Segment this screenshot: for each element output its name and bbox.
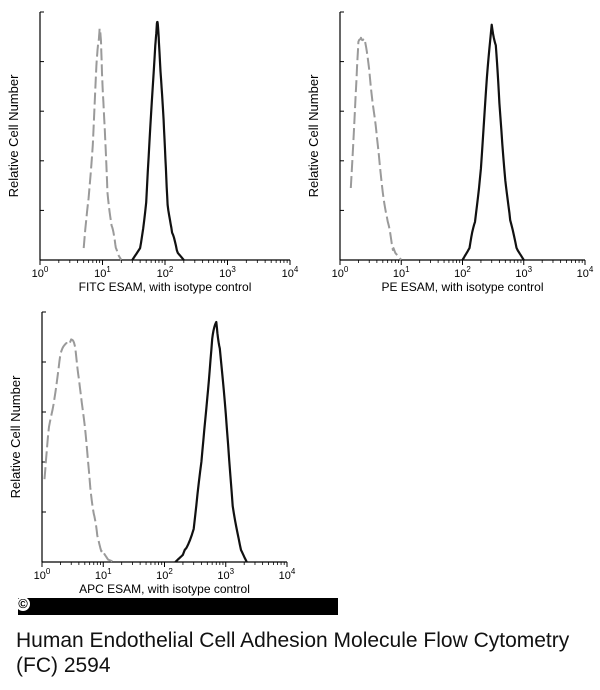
isotype-control-trace	[349, 36, 403, 261]
x-tick-label: 101	[393, 265, 410, 280]
x-tick-label: 102	[454, 265, 471, 280]
x-axis-label: FITC ESAM, with isotype control	[79, 280, 252, 294]
x-tick-label: 103	[515, 265, 532, 280]
x-tick-label: 104	[279, 567, 296, 582]
esam-antibody-trace	[131, 20, 185, 261]
esam-antibody-trace	[461, 23, 525, 261]
x-axis-label: APC ESAM, with isotype control	[79, 582, 250, 596]
x-tick-label: 102	[157, 265, 174, 280]
y-axis-label: Relative Cell Number	[306, 74, 321, 197]
copyright-icon: ©	[16, 597, 30, 611]
histogram-panel-3: 100 101 102 103 104 APC ESAM, with isotype co…	[8, 311, 296, 596]
flow-cytometry-figure: 100 101 102 103 104 FITC ESAM, with isotype c…	[6, 11, 594, 596]
histogram-panel-2: 100 101 102 103 104 PE ESAM, with isotype con…	[306, 11, 594, 294]
x-tick-label: 100	[34, 567, 51, 582]
x-tick-label: 100	[32, 265, 49, 280]
x-tick-label: 103	[219, 265, 236, 280]
histogram-panel-1: 100 101 102 103 104 FITC ESAM, with isotype c…	[6, 11, 299, 294]
isotype-control-trace	[43, 338, 115, 563]
x-axis-label: PE ESAM, with isotype control	[381, 280, 543, 294]
x-tick-label: 104	[282, 265, 299, 280]
esam-antibody-trace	[174, 320, 248, 563]
isotype-control-trace	[82, 27, 123, 261]
x-tick-label: 101	[95, 567, 112, 582]
x-tick-label: 104	[577, 265, 594, 280]
watermark-bar	[18, 598, 338, 615]
x-tick-label: 102	[156, 567, 173, 582]
y-axis-label: Relative Cell Number	[8, 375, 23, 498]
y-axis-label: Relative Cell Number	[6, 74, 21, 197]
x-tick-label: 101	[94, 265, 111, 280]
figure-caption: Human Endothelial Cell Adhesion Molecule…	[16, 629, 570, 677]
x-tick-label: 103	[217, 567, 234, 582]
x-tick-label: 100	[332, 265, 349, 280]
